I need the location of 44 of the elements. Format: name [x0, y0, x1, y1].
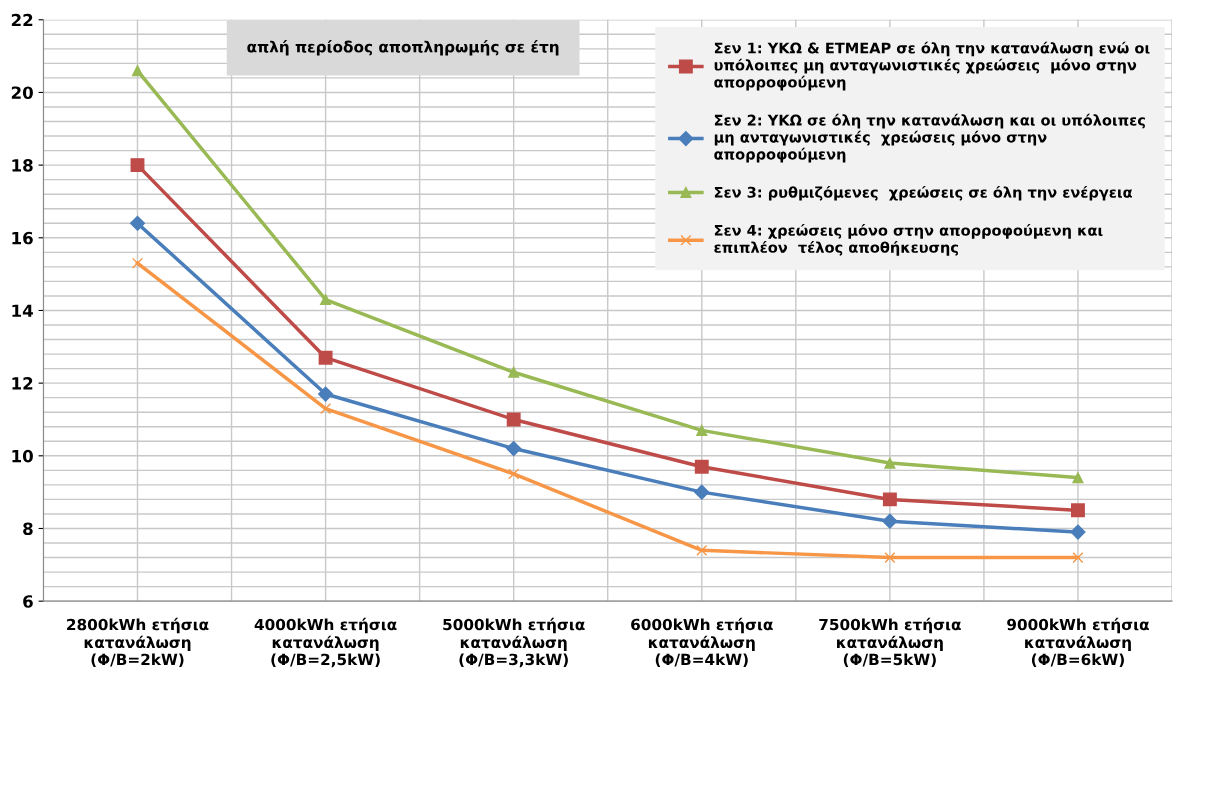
- point: [882, 513, 898, 529]
- point: [1072, 551, 1084, 564]
- point: [320, 294, 332, 306]
- point: [320, 403, 332, 415]
- x-tick-label: 6000kWh ετήσια κατανάλωση (Φ/Β=4kW): [631, 617, 773, 668]
- x-tick-label: 2800kWh ετήσια κατανάλωση (Φ/Β=2kW): [67, 617, 209, 668]
- y-tick-label: 8: [23, 522, 33, 536]
- point: [884, 457, 896, 469]
- text: απλή περίοδος αποπληρωμής σε έτη: [247, 40, 559, 56]
- legend-label: Σεν 1: ΥΚΩ & ΕΤΜΕΑΡ σε όλη την κατανάλωση ενώ οι υπόλοιπες μη ανταγωνιστικές χρεώσεις μόνο στην απορροφούμενη: [714, 41, 1150, 91]
- x-tick-label: 5000kWh ετήσια κατανάλωση (Φ/Β=3,3kW): [443, 617, 585, 668]
- point: [882, 492, 897, 507]
- legend-label: Σεν 3: ρυθμιζόμενες χρεώσεις σε όλη την ενέργεια: [714, 185, 1132, 201]
- point: [508, 366, 520, 378]
- point: [131, 257, 144, 269]
- y-tick-label: 16: [12, 231, 33, 245]
- y-tick-label: 20: [11, 86, 33, 100]
- point: [1072, 472, 1084, 484]
- point: [129, 215, 146, 231]
- x-tick-label: 9000kWh ετήσια κατανάλωση (Φ/Β=6kW): [1007, 617, 1149, 668]
- point: [696, 544, 708, 556]
- y-tick-label: 10: [12, 449, 33, 463]
- point: [506, 440, 522, 457]
- point: [1070, 524, 1086, 540]
- point: [884, 551, 896, 564]
- point: [508, 468, 520, 480]
- y-tick-label: 6: [23, 595, 33, 608]
- y-tick-label: 12: [12, 377, 33, 390]
- point: [318, 350, 333, 365]
- point: [506, 412, 521, 427]
- point: [1071, 503, 1085, 518]
- point: [318, 386, 334, 402]
- y-tick-label: 22: [11, 13, 33, 27]
- x-tick-label: 4000kWh ετήσια κατανάλωση (Φ/Β=2,5kW): [254, 617, 397, 668]
- point: [130, 158, 145, 173]
- y-tick-label: 14: [12, 304, 33, 317]
- point: [694, 484, 710, 500]
- legend-label: Σεν 2: ΥΚΩ σε όλη την κατανάλωση και οι υπόλοιπες μη ανταγωνιστικές χρεώσεις μόνο στην απορροφούμενη: [714, 113, 1145, 163]
- y-tick-label: 18: [12, 159, 33, 172]
- point: [131, 65, 144, 77]
- point: [696, 424, 708, 436]
- point: [694, 459, 709, 474]
- x-tick-label: 7500kWh ετήσια κατανάλωση (Φ/Β=5kW): [819, 617, 961, 668]
- legend-label: Σεν 4: χρεώσεις μόνο στην απορροφούμενη και επιπλέον τέλος αποθήκευσης: [714, 223, 1103, 256]
